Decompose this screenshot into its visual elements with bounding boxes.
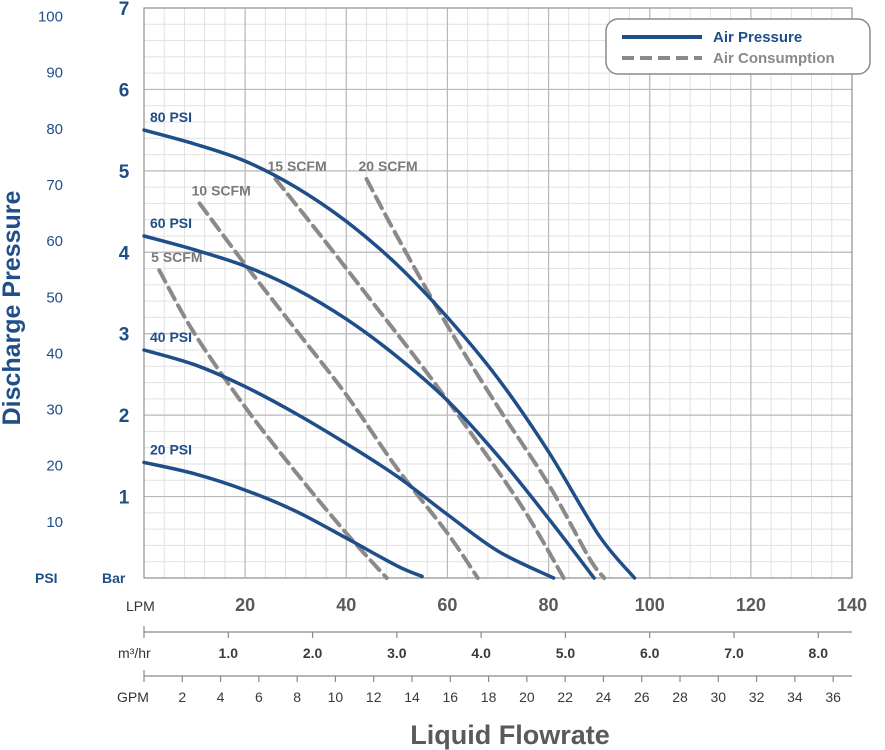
x-tick-gpm: 14 [404, 689, 420, 705]
legend-air-consumption-label: Air Consumption [713, 50, 835, 67]
x-tick-gpm: 8 [293, 689, 301, 705]
plot-border [143, 7, 853, 579]
x-tick-lpm: 80 [539, 595, 559, 615]
x-tick-gpm: 4 [217, 689, 225, 705]
x-axis-title: Liquid Flowrate [410, 720, 610, 750]
x-tick-m3hr: 6.0 [640, 645, 660, 661]
x-tick-gpm: 18 [481, 689, 497, 705]
x-tick-gpm: 2 [178, 689, 186, 705]
chart-series: 5 SCFM 10 SCFM 15 SCFM 20 SCFM 20 PSI 40 PSI 6… [142, 109, 637, 580]
x-tick-gpm: 30 [711, 689, 727, 705]
series-label-40-psi: 40 PSI [150, 329, 192, 345]
series-label-60-psi: 60 PSI [150, 215, 192, 231]
x-tick-gpm: 16 [443, 689, 459, 705]
series-line-10-scfm [197, 201, 480, 580]
x-tick-gpm: 34 [787, 689, 803, 705]
y-tick-bar: 4 [119, 243, 130, 264]
series-label-5-scfm: 5 SCFM [151, 249, 202, 265]
y-tick-psi: 90 [46, 65, 63, 82]
x-tick-m3hr: 1.0 [219, 645, 239, 661]
gpm-unit-label: GPM [117, 689, 149, 705]
series-label-20-scfm: 20 SCFM [359, 158, 418, 174]
series-label-20-psi: 20 PSI [150, 441, 192, 457]
y-tick-bar: 3 [119, 325, 130, 346]
legend: Air Pressure Air Consumption [605, 18, 871, 75]
y-tick-psi: 100 [38, 9, 63, 26]
series-label-10-scfm: 10 SCFM [192, 182, 251, 198]
y-tick-bar: 7 [119, 0, 130, 20]
y-tick-bar: 6 [119, 80, 130, 101]
x-tick-lpm: 60 [437, 595, 457, 615]
y-tick-psi: 20 [46, 458, 63, 475]
y-tick-bar: 5 [119, 162, 130, 183]
x-tick-lpm: 100 [635, 595, 665, 615]
x-tick-lpm: 20 [235, 595, 255, 615]
x-tick-m3hr: 5.0 [556, 645, 576, 661]
x-tick-gpm: 24 [596, 689, 612, 705]
y-tick-bar: 2 [119, 406, 130, 427]
x-tick-lpm: 120 [736, 595, 766, 615]
psi-unit-label: PSI [35, 570, 58, 586]
x-tick-m3hr: 4.0 [471, 645, 491, 661]
legend-box [605, 18, 871, 75]
x-tick-gpm: 36 [825, 689, 841, 705]
x-tick-gpm: 10 [328, 689, 344, 705]
series-line-20-psi [142, 460, 424, 579]
x-tick-lpm: 40 [336, 595, 356, 615]
y-tick-psi: 30 [46, 402, 63, 419]
y-tick-psi: 10 [46, 514, 63, 531]
x-tick-gpm: 12 [366, 689, 382, 705]
series-label-15-scfm: 15 SCFM [267, 158, 326, 174]
series-label-80-psi: 80 PSI [150, 109, 192, 125]
y-tick-psi: 40 [46, 345, 63, 362]
y-axis-title: Discharge Pressure [0, 190, 26, 425]
grid [143, 7, 853, 579]
x-tick-gpm: 22 [557, 689, 573, 705]
m3hr-unit-label: m³/hr [118, 645, 151, 661]
lpm-unit-label: LPM [126, 598, 155, 614]
y-tick-psi: 80 [46, 121, 63, 138]
series-line-60-psi [142, 234, 596, 580]
y-tick-psi: 50 [46, 289, 63, 306]
x-tick-gpm: 26 [634, 689, 650, 705]
bar-unit-label: Bar [102, 570, 126, 586]
y-tick-psi: 70 [46, 177, 63, 194]
x-tick-gpm: 20 [519, 689, 535, 705]
x-tick-gpm: 32 [749, 689, 765, 705]
series-line-20-scfm [364, 177, 607, 580]
legend-air-pressure-label: Air Pressure [713, 29, 802, 46]
series-line-80-psi [142, 128, 637, 580]
x-tick-m3hr: 8.0 [809, 645, 829, 661]
x-tick-m3hr: 3.0 [387, 645, 407, 661]
series-line-5-scfm [157, 268, 389, 580]
y-tick-bar: 1 [119, 488, 130, 509]
series-line-40-psi [142, 348, 556, 580]
x-tick-gpm: 28 [672, 689, 688, 705]
x-tick-lpm: 140 [837, 595, 867, 615]
x-tick-m3hr: 7.0 [724, 645, 744, 661]
y-tick-psi: 60 [46, 233, 63, 250]
x-tick-gpm: 6 [255, 689, 263, 705]
series-line-15-scfm [273, 177, 566, 580]
x-tick-m3hr: 2.0 [303, 645, 323, 661]
